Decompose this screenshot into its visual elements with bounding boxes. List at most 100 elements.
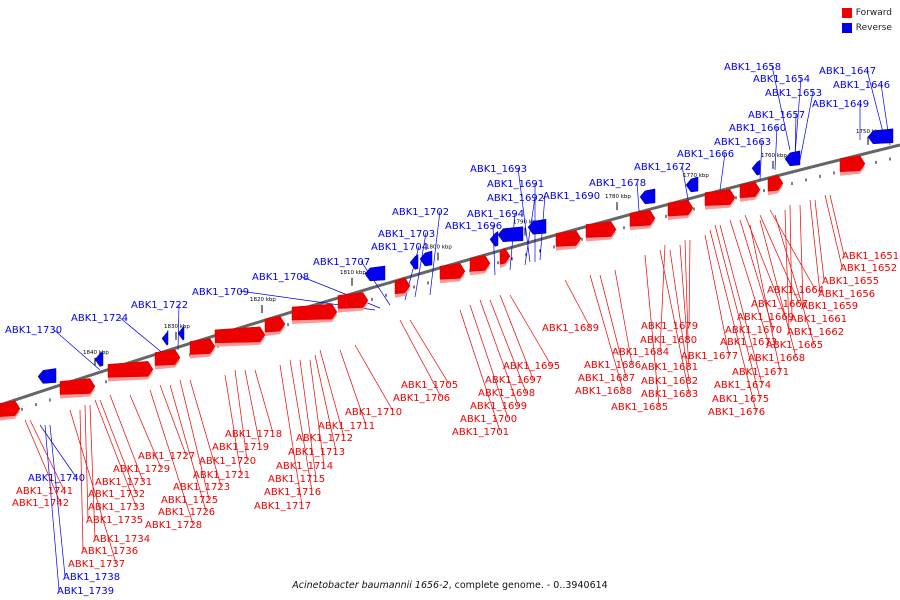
reverse-gene-label[interactable]: ABK1_1658 — [724, 62, 781, 73]
forward-gene-label[interactable]: ABK1_1716 — [264, 487, 321, 498]
reverse-gene-label[interactable]: ABK1_1707 — [313, 257, 370, 268]
forward-gene-label[interactable]: ABK1_1741 — [16, 486, 73, 497]
forward-gene-label[interactable]: ABK1_1664 — [767, 285, 824, 296]
reverse-gene-label[interactable]: ABK1_1694 — [467, 209, 524, 220]
forward-gene-label[interactable]: ABK1_1726 — [158, 507, 215, 518]
reverse-gene-label[interactable]: ABK1_1730 — [5, 325, 62, 336]
forward-gene-label[interactable]: ABK1_1737 — [68, 559, 125, 570]
reverse-gene-arrow[interactable] — [419, 250, 433, 267]
forward-gene-label[interactable]: ABK1_1656 — [818, 289, 875, 300]
reverse-gene-label[interactable]: ABK1_1740 — [28, 473, 85, 484]
reverse-gene-label[interactable]: ABK1_1702 — [392, 207, 449, 218]
forward-gene-label[interactable]: ABK1_1683 — [641, 389, 698, 400]
forward-gene-arrow[interactable] — [394, 277, 411, 295]
reverse-gene-label[interactable]: ABK1_1653 — [765, 88, 822, 99]
forward-gene-label[interactable]: ABK1_1676 — [708, 407, 765, 418]
forward-gene-label[interactable]: ABK1_1711 — [318, 421, 375, 432]
forward-gene-label[interactable]: ABK1_1719 — [212, 442, 269, 453]
forward-gene-arrow[interactable] — [667, 199, 694, 217]
reverse-gene-label[interactable]: ABK1_1660 — [729, 123, 786, 134]
forward-gene-label[interactable]: ABK1_1669 — [737, 312, 794, 323]
reverse-gene-label[interactable]: ABK1_1739 — [57, 586, 114, 597]
reverse-gene-label[interactable]: ABK1_1654 — [753, 74, 810, 85]
reverse-gene-label[interactable]: ABK1_1678 — [589, 178, 646, 189]
forward-gene-label[interactable]: ABK1_1710 — [345, 407, 402, 418]
forward-gene-label[interactable]: ABK1_1665 — [766, 340, 823, 351]
forward-gene-label[interactable]: ABK1_1677 — [681, 351, 738, 362]
forward-gene-label[interactable]: ABK1_1733 — [88, 502, 145, 513]
forward-gene-label[interactable]: ABK1_1721 — [193, 470, 250, 481]
reverse-gene-arrow[interactable] — [497, 226, 524, 242]
forward-gene-label[interactable]: ABK1_1714 — [276, 461, 333, 472]
reverse-gene-arrow[interactable] — [639, 188, 656, 205]
forward-gene-arrow[interactable] — [499, 247, 511, 265]
forward-gene-arrow[interactable] — [214, 326, 266, 344]
forward-gene-arrow[interactable] — [0, 400, 21, 417]
forward-gene-label[interactable]: ABK1_1670 — [725, 325, 782, 336]
forward-gene-label[interactable]: ABK1_1734 — [93, 534, 150, 545]
reverse-gene-label[interactable]: ABK1_1708 — [252, 272, 309, 283]
forward-gene-label[interactable]: ABK1_1688 — [575, 386, 632, 397]
reverse-gene-arrow[interactable] — [751, 159, 761, 176]
forward-gene-label[interactable]: ABK1_1713 — [288, 447, 345, 458]
forward-gene-label[interactable]: ABK1_1712 — [296, 433, 353, 444]
forward-gene-label[interactable]: ABK1_1684 — [612, 347, 669, 358]
reverse-gene-label[interactable]: ABK1_1672 — [634, 162, 691, 173]
forward-gene-label[interactable]: ABK1_1698 — [478, 388, 535, 399]
reverse-gene-label[interactable]: ABK1_1703 — [378, 229, 435, 240]
forward-gene-label[interactable]: ABK1_1671 — [732, 367, 789, 378]
forward-gene-label[interactable]: ABK1_1725 — [161, 495, 218, 506]
reverse-gene-label[interactable]: ABK1_1738 — [63, 572, 120, 583]
reverse-gene-label[interactable]: ABK1_1657 — [748, 110, 805, 121]
reverse-gene-arrow[interactable] — [685, 176, 699, 193]
forward-gene-label[interactable]: ABK1_1735 — [86, 515, 143, 526]
forward-gene-arrow[interactable] — [739, 181, 761, 199]
forward-gene-label[interactable]: ABK1_1682 — [641, 376, 698, 387]
forward-gene-label[interactable]: ABK1_1667 — [751, 299, 808, 310]
forward-gene-label[interactable]: ABK1_1715 — [268, 474, 325, 485]
forward-gene-arrow[interactable] — [767, 174, 784, 192]
forward-gene-label[interactable]: ABK1_1681 — [641, 362, 698, 373]
forward-gene-label[interactable]: ABK1_1675 — [712, 394, 769, 405]
forward-gene-label[interactable]: ABK1_1706 — [393, 393, 450, 404]
forward-gene-label[interactable]: ABK1_1686 — [584, 360, 641, 371]
forward-gene-label[interactable]: ABK1_1699 — [470, 401, 527, 412]
reverse-gene-label[interactable]: ABK1_1649 — [812, 99, 869, 110]
reverse-gene-arrow[interactable] — [364, 265, 386, 282]
forward-gene-label[interactable]: ABK1_1728 — [145, 520, 202, 531]
reverse-gene-label[interactable]: ABK1_1691 — [487, 179, 544, 190]
reverse-gene-label[interactable]: ABK1_1696 — [445, 221, 502, 232]
reverse-gene-label[interactable]: ABK1_1646 — [833, 80, 890, 91]
forward-gene-label[interactable]: ABK1_1680 — [640, 335, 697, 346]
forward-gene-label[interactable]: ABK1_1659 — [801, 301, 858, 312]
forward-gene-label[interactable]: ABK1_1736 — [81, 546, 138, 557]
forward-gene-label[interactable]: ABK1_1723 — [173, 482, 230, 493]
forward-gene-label[interactable]: ABK1_1687 — [578, 373, 635, 384]
forward-gene-arrow[interactable] — [189, 338, 216, 355]
forward-gene-label[interactable]: ABK1_1705 — [401, 380, 458, 391]
forward-gene-label[interactable]: ABK1_1689 — [542, 323, 599, 334]
forward-gene-arrow[interactable] — [59, 378, 96, 395]
forward-gene-arrow[interactable] — [629, 209, 656, 227]
reverse-gene-label[interactable]: ABK1_1722 — [131, 300, 188, 311]
forward-gene-label[interactable]: ABK1_1742 — [12, 498, 69, 509]
forward-gene-label[interactable]: ABK1_1685 — [611, 402, 668, 413]
forward-gene-arrow[interactable] — [585, 221, 617, 238]
forward-gene-arrow[interactable] — [469, 255, 491, 272]
reverse-gene-label[interactable]: ABK1_1666 — [677, 149, 734, 160]
forward-gene-label[interactable]: ABK1_1718 — [225, 429, 282, 440]
forward-gene-label[interactable]: ABK1_1661 — [790, 314, 847, 325]
forward-gene-arrow[interactable] — [839, 155, 866, 172]
forward-gene-arrow[interactable] — [107, 361, 154, 378]
reverse-gene-arrow[interactable] — [527, 218, 547, 235]
forward-gene-label[interactable]: ABK1_1697 — [485, 375, 542, 386]
reverse-gene-arrow[interactable] — [37, 368, 57, 384]
forward-gene-label[interactable]: ABK1_1695 — [503, 361, 560, 372]
forward-gene-label[interactable]: ABK1_1652 — [840, 263, 897, 274]
reverse-gene-label[interactable]: ABK1_1692 — [487, 193, 544, 204]
forward-gene-label[interactable]: ABK1_1717 — [254, 501, 311, 512]
forward-gene-label[interactable]: ABK1_1674 — [714, 380, 771, 391]
forward-gene-label[interactable]: ABK1_1679 — [641, 321, 698, 332]
forward-gene-label[interactable]: ABK1_1673 — [720, 337, 777, 348]
forward-gene-label[interactable]: ABK1_1727 — [138, 451, 195, 462]
